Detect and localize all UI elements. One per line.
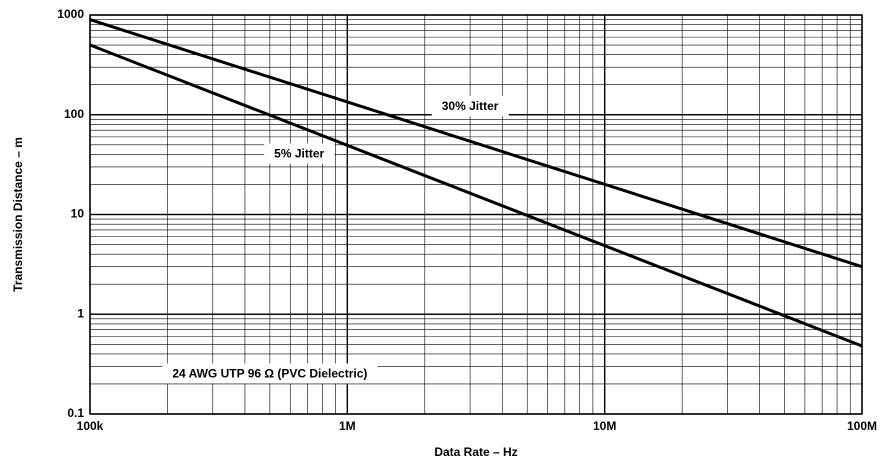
x-tick-label: 10M [593, 419, 616, 433]
y-tick-label: 100 [64, 107, 84, 121]
y-tick-labels: 0.1 1 10 100 1000 [57, 7, 84, 420]
series-line-0 [89, 18, 863, 269]
annotation-label: 5% Jitter [274, 147, 324, 161]
annotation-label: 30% Jitter [442, 99, 499, 113]
x-tick-label: 100M [847, 419, 877, 433]
annotation-background [431, 96, 509, 117]
annotation-label: 24 AWG UTP 96 Ω (PVC Dielectric) [172, 366, 367, 380]
annotations: 30% Jitter 5% Jitter 24 AWG UTP 96 Ω (PVC … [162, 96, 509, 384]
x-tick-label: 100k [77, 419, 104, 433]
plot-frame [89, 14, 863, 415]
y-tick-label: 10 [71, 207, 85, 221]
grid [89, 14, 863, 415]
x-tick-labels: 100k 1M 10M 100M [77, 419, 877, 433]
y-tick-label: 1000 [57, 7, 84, 21]
annotation-background [264, 143, 335, 164]
x-tick-label: 1M [339, 419, 356, 433]
y-tick-label: 0.1 [67, 406, 84, 420]
x-axis-label: Data Rate – Hz [434, 445, 517, 459]
annotation-background [162, 363, 378, 384]
series-line-1 [89, 43, 863, 348]
y-axis-label: Transmission Distance – m [11, 137, 25, 292]
series-layer [89, 18, 863, 348]
y-tick-label: 1 [77, 306, 84, 320]
